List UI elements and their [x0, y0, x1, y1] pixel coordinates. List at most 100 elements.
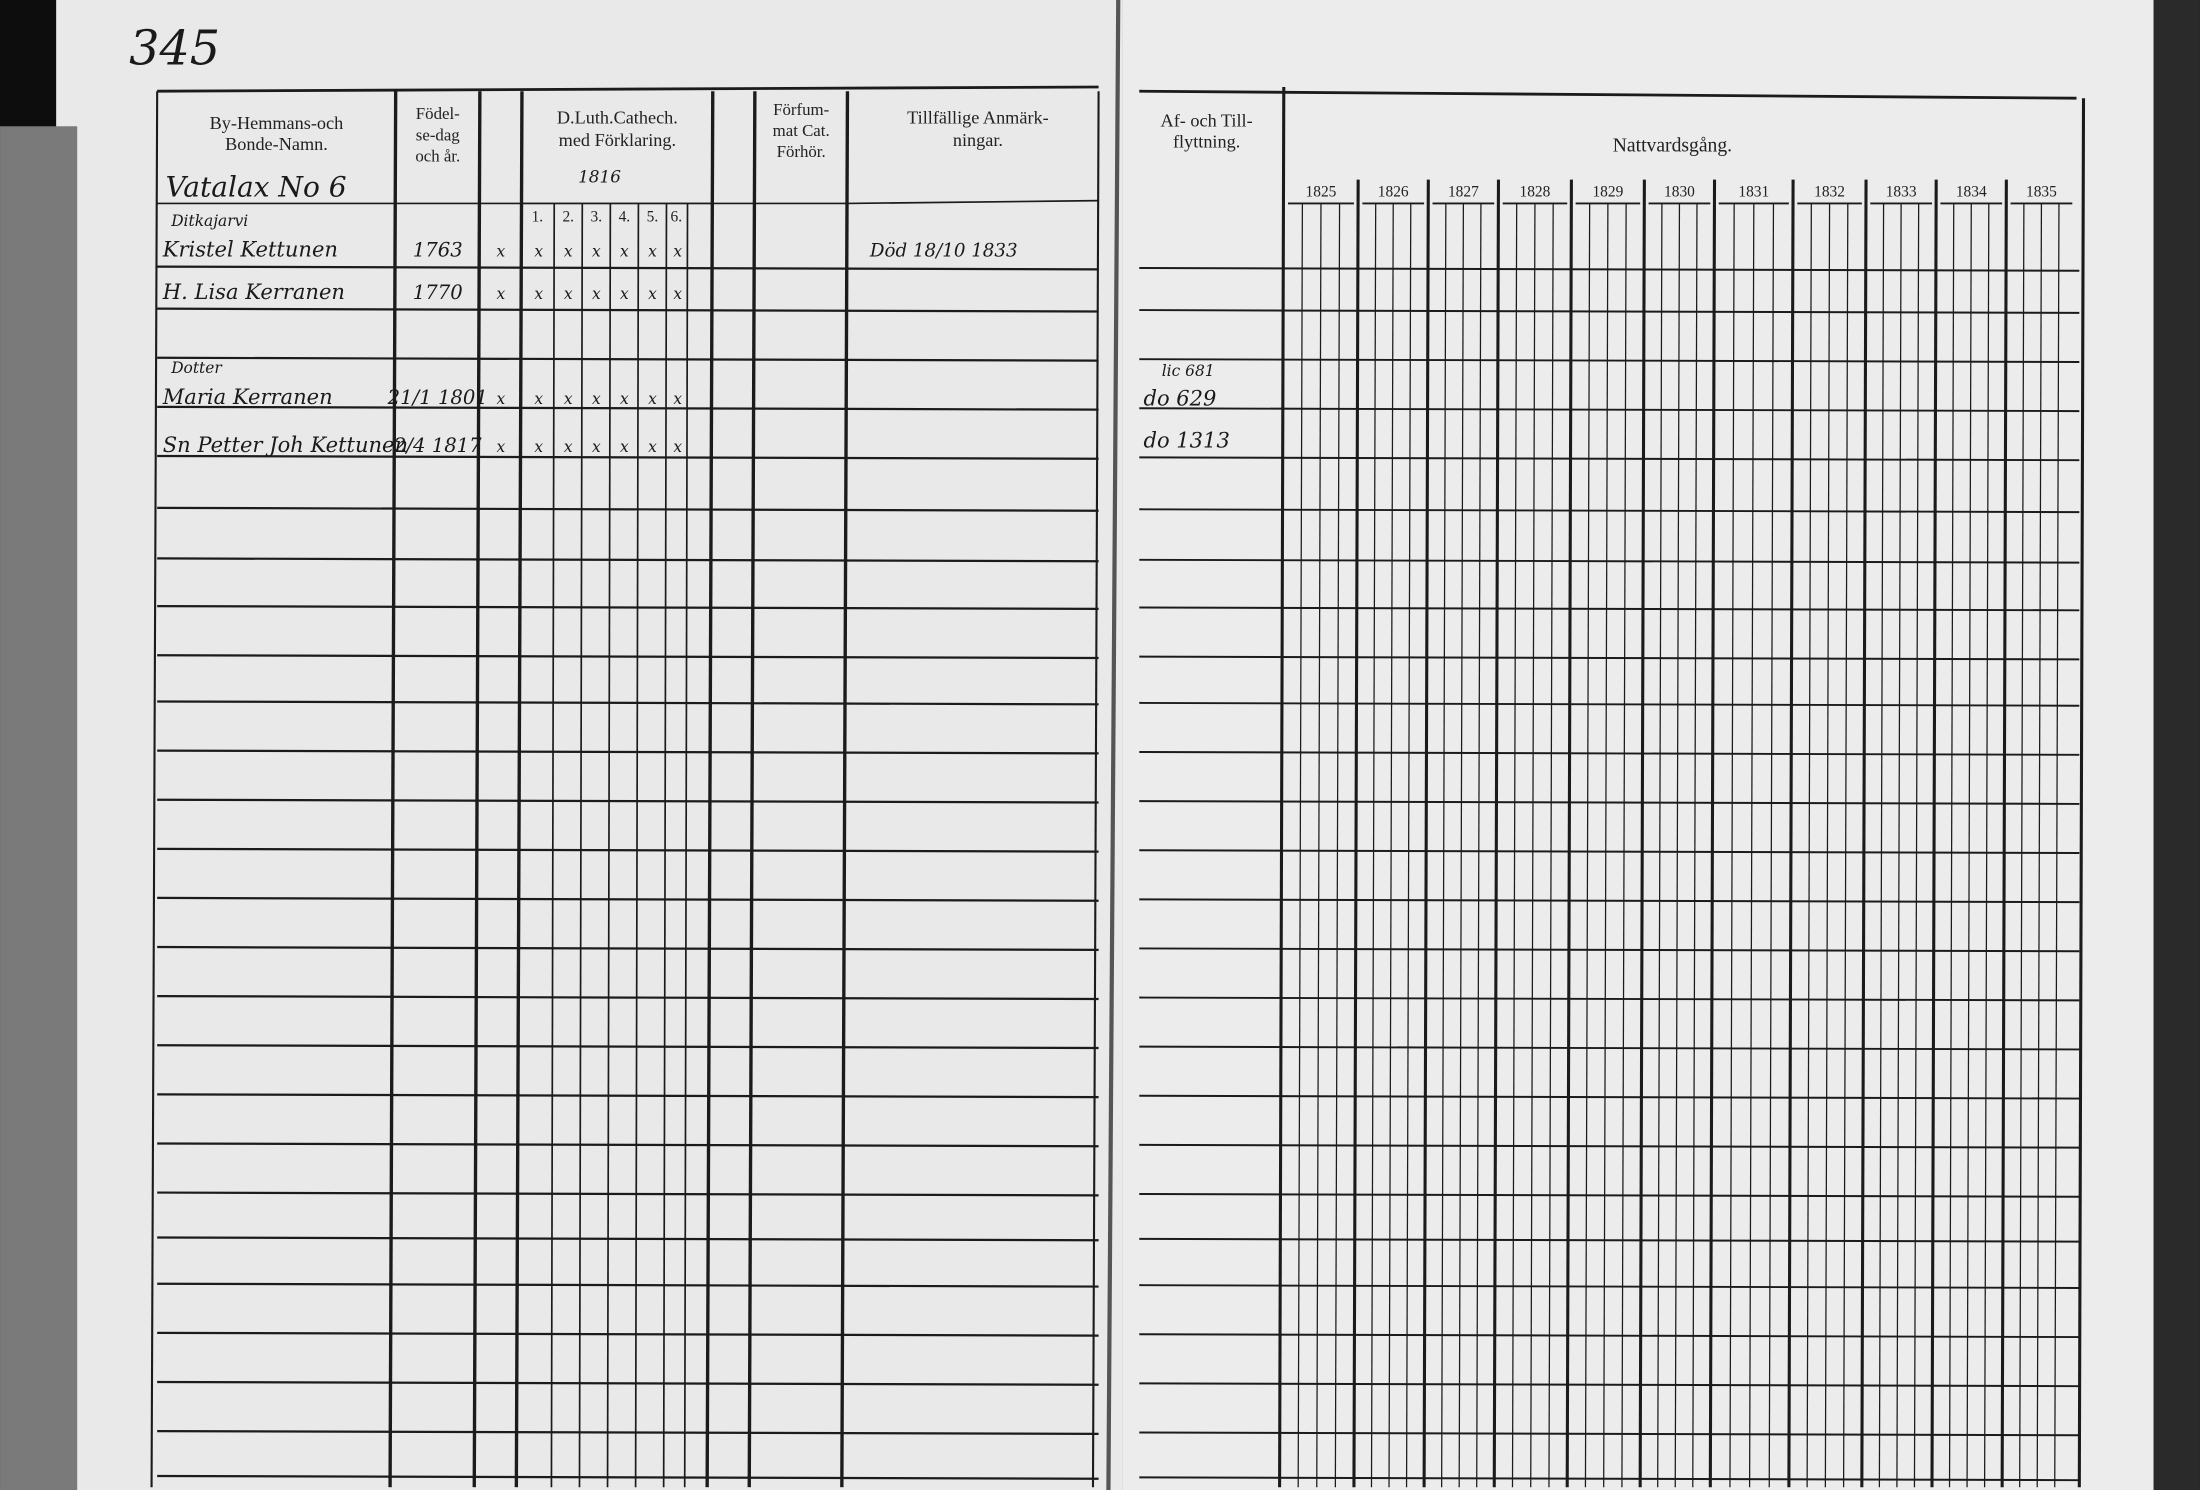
- rule: [157, 557, 1099, 563]
- rule: [1139, 1476, 2080, 1482]
- rule: [1139, 1382, 2080, 1388]
- rule: [1139, 701, 2080, 707]
- catechism-mark: x: [648, 390, 657, 408]
- rule: [1565, 179, 1573, 1488]
- catechism-mark: x: [497, 285, 506, 303]
- rule: [157, 896, 1099, 902]
- catechism-part: 2.: [562, 209, 574, 226]
- rule: [1139, 89, 2077, 100]
- rule: [2077, 98, 2086, 1488]
- column-header: Förhör.: [777, 142, 826, 161]
- rule: [157, 1282, 1099, 1288]
- rule: [1139, 1333, 2080, 1339]
- rule: [1091, 91, 1100, 1488]
- catechism-mark: x: [592, 285, 601, 303]
- rule: [157, 654, 1099, 660]
- rule: [1621, 203, 1627, 1488]
- column-header: Nattvardsgång.: [1613, 135, 1732, 157]
- catechism-mark: x: [673, 438, 682, 456]
- column-header: Bonde-Namn.: [225, 134, 328, 154]
- rule: [1139, 800, 2080, 805]
- column-header: och år.: [415, 146, 460, 165]
- catechism-mark: x: [497, 438, 506, 456]
- entry-birth: 2/4 1817: [393, 434, 482, 457]
- column-header: flyttning.: [1173, 131, 1240, 151]
- rule: [1139, 849, 2080, 855]
- column-header: se-dag: [416, 125, 461, 144]
- entry-name: Kristel Kettunen: [162, 237, 338, 262]
- entry-note: Ditkajarvi: [170, 212, 248, 230]
- rule: [157, 265, 1099, 271]
- rule: [606, 203, 612, 1488]
- catechism-mark: x: [564, 390, 573, 408]
- rule: [157, 1331, 1099, 1337]
- rule: [1966, 203, 1972, 1488]
- rule: [1878, 203, 1885, 1488]
- rule: [157, 307, 1099, 313]
- rule: [1316, 203, 1322, 1488]
- rule: [1530, 203, 1536, 1488]
- rule: [157, 1142, 1099, 1148]
- rule: [1139, 947, 2080, 953]
- column-header: Födel-: [416, 104, 460, 123]
- rule: [1638, 179, 1646, 1488]
- rule: [514, 91, 524, 1488]
- catechism-mark: x: [534, 438, 543, 456]
- rule: [683, 203, 689, 1488]
- rule: [847, 199, 1099, 205]
- year-header: 1828: [1520, 183, 1551, 200]
- rule: [157, 85, 1099, 93]
- catechism-mark: x: [564, 285, 573, 303]
- rule: [578, 203, 584, 1488]
- catechism-mark: x: [648, 285, 657, 303]
- rule: [157, 405, 1099, 411]
- rule: [1948, 203, 1955, 1488]
- binding-edge: [0, 126, 78, 1490]
- catechism-part: 4.: [619, 209, 631, 226]
- column-header: ningar.: [953, 130, 1003, 150]
- year-header: 1831: [1738, 183, 1769, 200]
- rule: [1139, 558, 2080, 564]
- rule: [1139, 1431, 2080, 1437]
- rule: [634, 203, 640, 1488]
- rule: [157, 1191, 1099, 1197]
- rule: [157, 604, 1099, 611]
- catechism-mark: x: [592, 438, 601, 456]
- rule: [1278, 86, 1286, 1488]
- rule: [157, 356, 1099, 362]
- rule: [1139, 1237, 2080, 1243]
- catechism-mark: x: [673, 243, 682, 261]
- rule: [1139, 1045, 2080, 1051]
- catechism-mark: x: [592, 243, 601, 261]
- moving-note: lic 681: [1162, 362, 1215, 380]
- year-header: 1826: [1378, 183, 1409, 200]
- catechism-mark: x: [534, 243, 543, 261]
- rule: [840, 91, 850, 1488]
- rule: [1913, 203, 1920, 1488]
- entry-name: H. Lisa Kerranen: [162, 279, 345, 304]
- year-header: 1829: [1592, 183, 1623, 200]
- year-header: 1830: [1664, 183, 1695, 200]
- rule: [2036, 203, 2043, 1488]
- catechism-mark: x: [534, 285, 543, 303]
- entry-name: Sn Petter Joh Kettunen: [163, 432, 408, 457]
- column-header: Tillfällige Anmärk-: [907, 107, 1049, 127]
- rule: [472, 91, 482, 1488]
- rule: [1370, 203, 1377, 1488]
- rule: [388, 91, 398, 1488]
- rule: [1139, 898, 2080, 904]
- year-header: 1833: [1886, 183, 1917, 200]
- year-header: 1827: [1448, 183, 1479, 200]
- year-header: 1832: [1814, 183, 1845, 200]
- catechism-mark: x: [648, 438, 657, 456]
- village-name: Vatalax No 6: [166, 170, 347, 203]
- left-page: [56, 0, 1123, 1490]
- entry-moving: do 629: [1143, 385, 1216, 410]
- column-header: D.Luth.Cathech.: [557, 107, 678, 127]
- entry-moving: do 1313: [1143, 428, 1229, 453]
- entry-birth: 1770: [413, 281, 463, 304]
- entry-birth: 1763: [413, 239, 463, 262]
- entry-name: Maria Kerranen: [162, 384, 333, 409]
- rule: [1139, 1143, 2080, 1149]
- catechism-mark: x: [648, 243, 657, 261]
